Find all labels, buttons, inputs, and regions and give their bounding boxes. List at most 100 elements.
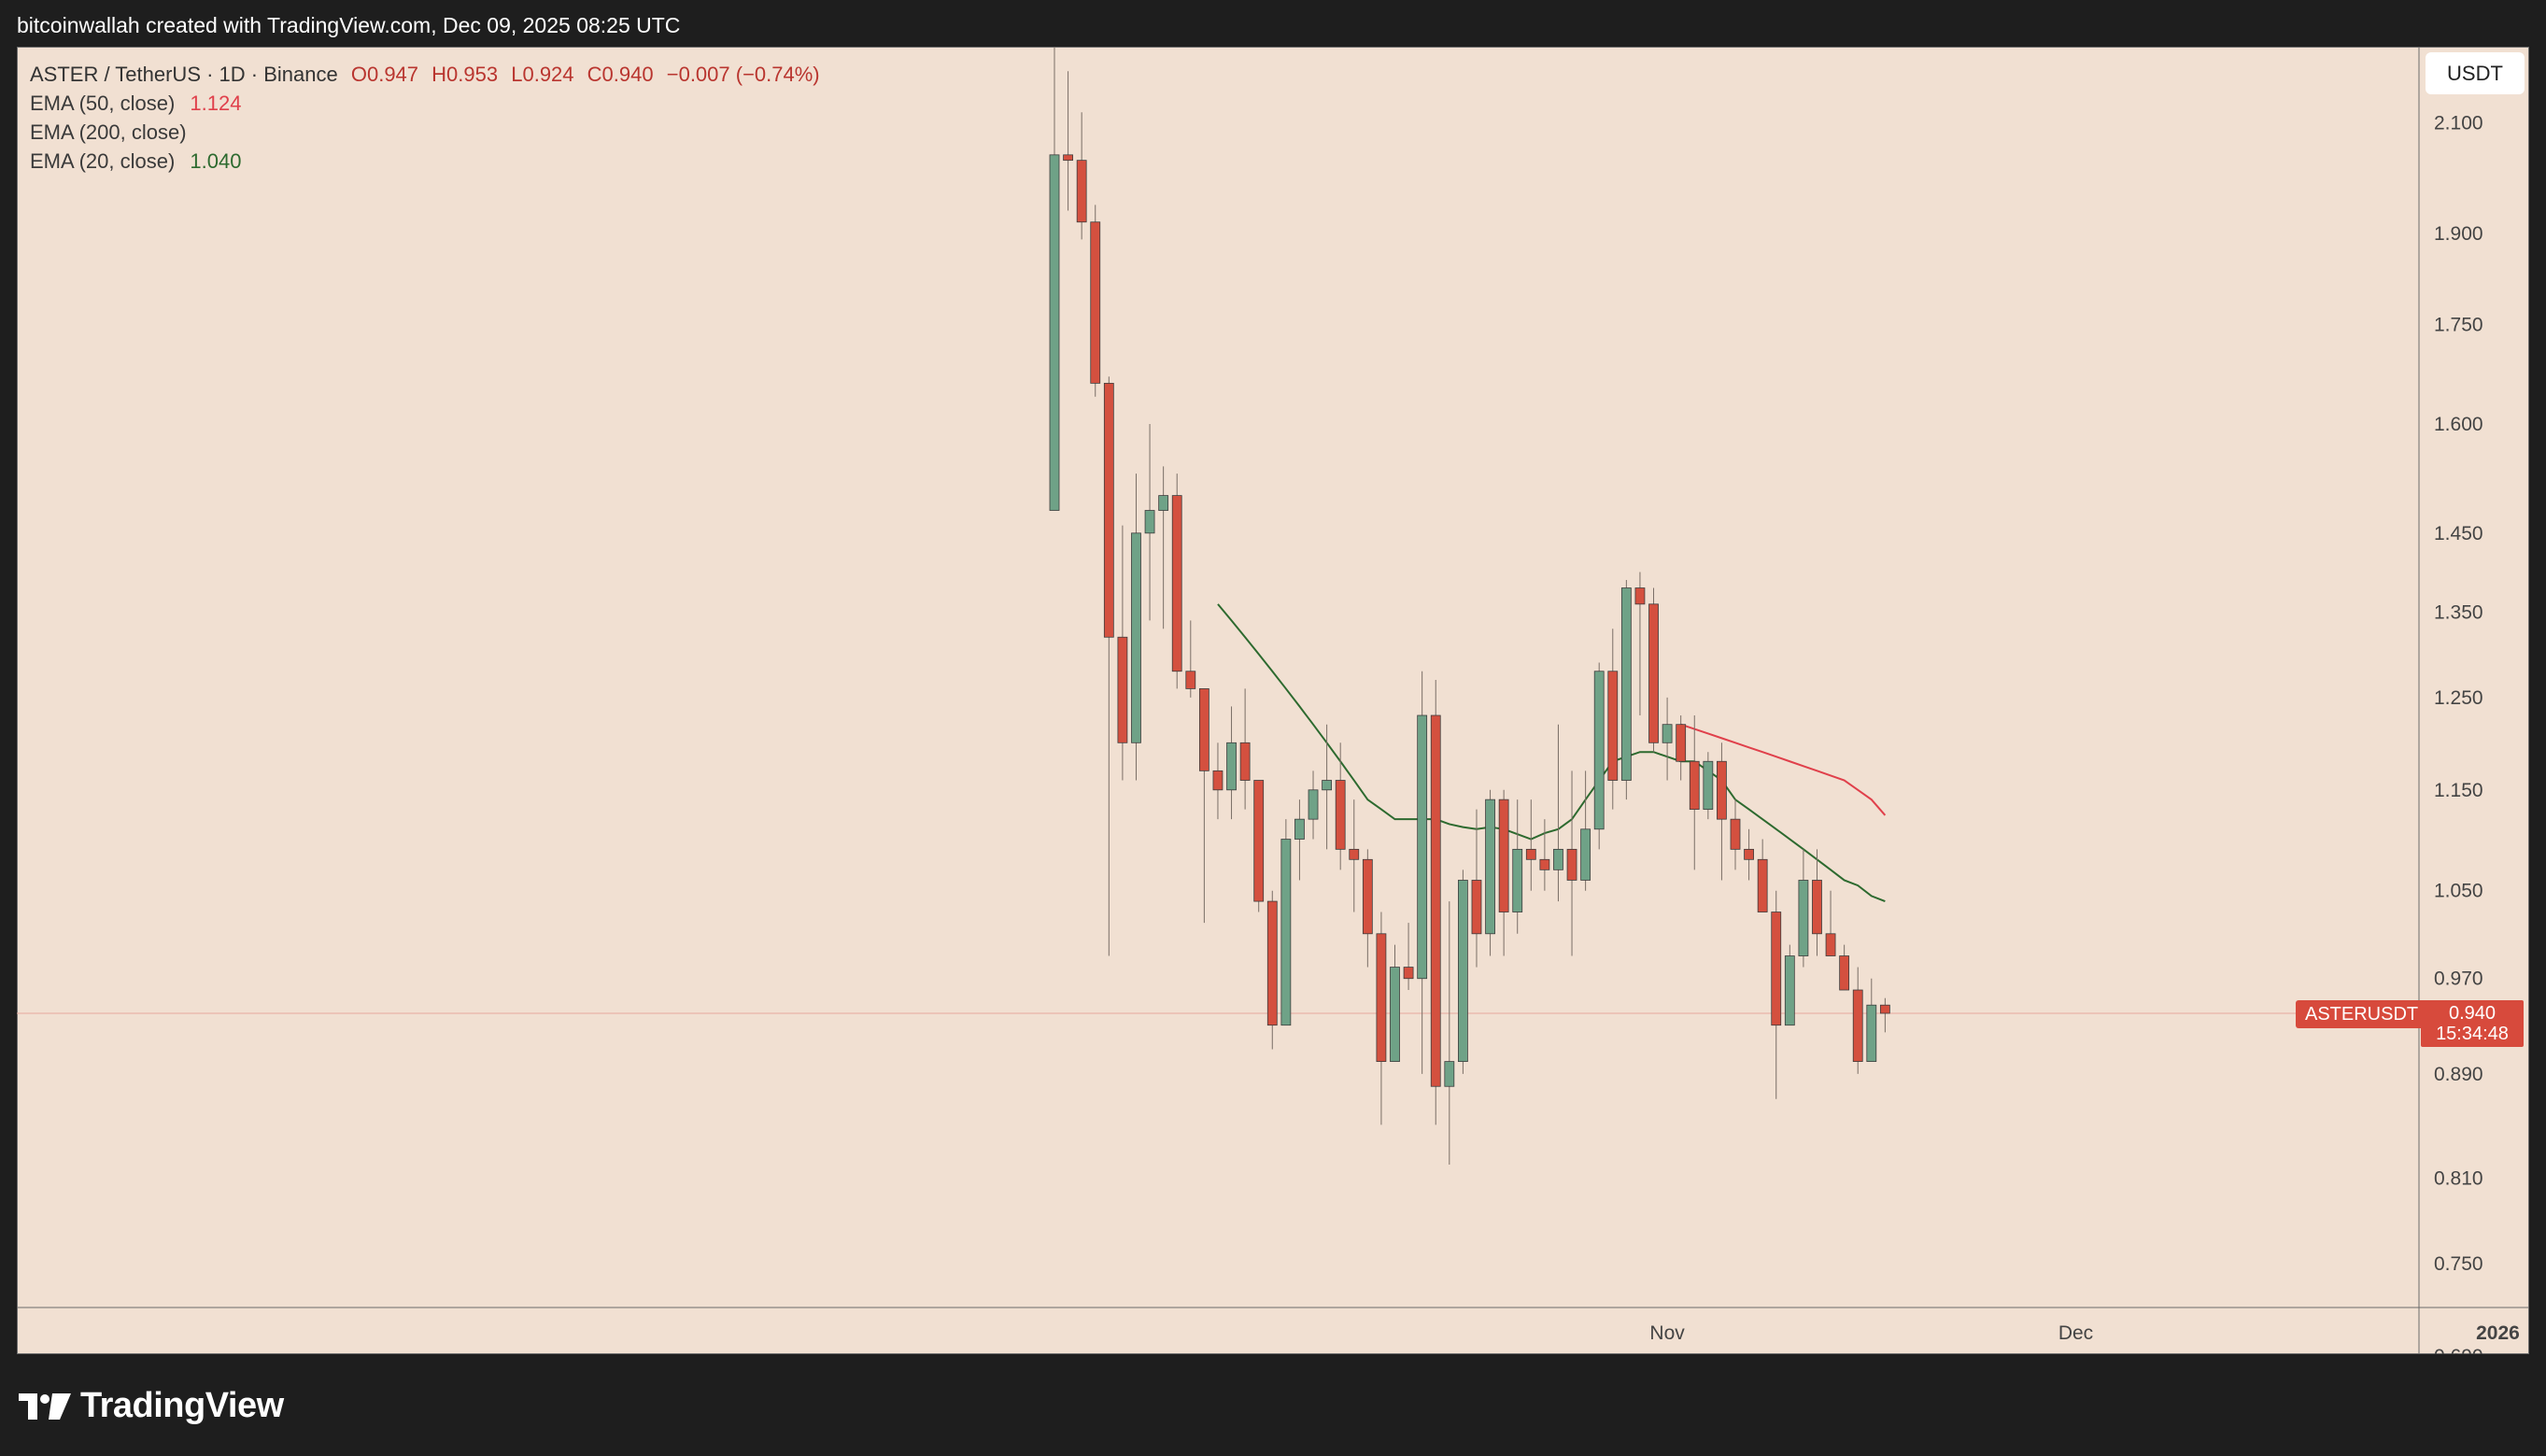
candle-body [1417,714,1428,980]
candle-body [1376,933,1387,1062]
price-chart[interactable]: 3.6003.2002.9002.7002.5002.3002.1001.900… [17,47,2529,1354]
candle-body [1458,880,1468,1062]
candle-body [1607,671,1619,781]
candle-body [1730,818,1741,850]
price-tick-label: 0.810 [2434,1168,2483,1190]
currency-unit-button[interactable]: USDT [2426,52,2525,94]
candle-body [1512,848,1523,912]
candle-body [1403,967,1414,980]
candle-body [1648,603,1659,743]
price-tick-label: 2.100 [2434,112,2483,134]
time-tick-label: Dec [2058,1322,2093,1344]
candle-body [1185,671,1196,689]
price-tick-label: 1.600 [2434,414,2483,435]
candle-body [1676,724,1687,762]
candle-body [1131,532,1141,743]
candle-body [1390,967,1400,1062]
ohlc-open: O0.947 [350,63,419,86]
candle-body [1471,880,1482,935]
legend-ema20-row[interactable]: EMA (20, close) 1.040 [30,147,820,176]
candle-body [1198,688,1209,771]
candle-body [1294,818,1305,840]
tradingview-logo[interactable]: TradingView [19,1386,284,1426]
candle-body [1322,780,1332,791]
price-tick-label: 1.250 [2434,687,2483,709]
price-tick-label: 0.890 [2434,1064,2483,1085]
candle-body [1812,880,1822,935]
price-tick-label: 1.900 [2434,223,2483,245]
ohlc-high: H0.953 [431,63,499,86]
candle-body [1825,933,1836,956]
candle-body [1580,828,1591,881]
symbol-line[interactable]: ASTER / TetherUS · 1D · Binance [30,63,338,86]
candle-body [1485,799,1495,935]
candle-body [1308,789,1319,820]
candle-body [1634,587,1646,605]
ema50-line [1680,723,1887,816]
bar-countdown: 15:34:48 [2436,1024,2509,1044]
candle-body [1144,510,1155,534]
ohlc-close: C0.940 [587,63,654,86]
candle-body [1539,858,1550,870]
ema20-label[interactable]: EMA (20, close) [30,149,176,173]
price-axis[interactable]: 3.6003.2002.9002.7002.5002.3002.1001.900… [2434,47,2483,1354]
candle-body [1349,848,1360,860]
ema50-label[interactable]: EMA (50, close) [30,92,176,115]
candles [1049,47,1890,1166]
candle-body [1852,989,1863,1062]
candle-body [1212,770,1223,791]
time-tick-label: 2026 [2476,1322,2520,1344]
candle-body [1839,955,1850,991]
attribution-text: bitcoinwallah created with TradingView.c… [17,13,681,37]
candle-body [1226,742,1237,791]
brand-name: TradingView [80,1386,284,1425]
legend-symbol-row[interactable]: ASTER / TetherUS · 1D · Binance O0.947 H… [30,60,820,89]
symbol-price-label: ASTERUSDT [2296,1000,2428,1028]
price-tick-label: 0.970 [2434,968,2483,990]
candle-body [1879,1004,1890,1014]
price-tick-label: 1.450 [2434,523,2483,544]
tradingview-logo-icon [19,1392,71,1420]
candle-body [1076,160,1087,223]
candle-body [1335,780,1346,850]
price-tick-label: 0.690 [2434,1346,2483,1354]
ema200-label[interactable]: EMA (200, close) [30,120,187,144]
candle-body [1689,760,1700,811]
candle-body [1593,671,1605,830]
time-axis[interactable]: Nov Dec 2026 [1649,1322,2519,1344]
price-tick-label: 1.150 [2434,780,2483,801]
candle-body [1525,848,1536,860]
candle-body [1171,495,1182,672]
candle-body [1662,724,1673,743]
candle-body [1117,636,1128,743]
candle-body [1362,858,1373,935]
legend-ema50-row[interactable]: EMA (50, close) 1.124 [30,89,820,118]
chart-pane[interactable] [17,47,2529,1354]
candle-body [1866,1004,1877,1062]
price-tick-label: 1.350 [2434,602,2483,624]
time-tick-label: Nov [1649,1322,1685,1344]
candle-body [1063,154,1073,162]
ema50-value: 1.124 [190,92,242,115]
candle-body [1498,799,1509,912]
candle-body [1280,839,1292,1026]
candle-body [1703,760,1714,811]
ema20-series [1217,603,1886,903]
candle-body [1717,760,1727,820]
ohlc-low: L0.924 [511,63,574,86]
candle-body [1757,858,1768,912]
legend-ema200-row[interactable]: EMA (200, close) [30,118,820,147]
candle-body [1620,587,1632,781]
ohlc-change: −0.007 (−0.74%) [666,63,820,86]
candle-body [1553,848,1563,870]
price-tick-label: 0.750 [2434,1253,2483,1275]
chart-legend: ASTER / TetherUS · 1D · Binance O0.947 H… [30,60,820,176]
candle-body [1566,848,1577,881]
candle-body [1798,880,1809,956]
price-tick-label: 1.050 [2434,881,2483,902]
last-price-label: 0.940 15:34:48 [2421,1000,2524,1047]
candle-body [1744,848,1754,860]
candle-body [1253,780,1265,902]
candle-body [1090,221,1101,384]
ema20-line [1217,603,1886,903]
